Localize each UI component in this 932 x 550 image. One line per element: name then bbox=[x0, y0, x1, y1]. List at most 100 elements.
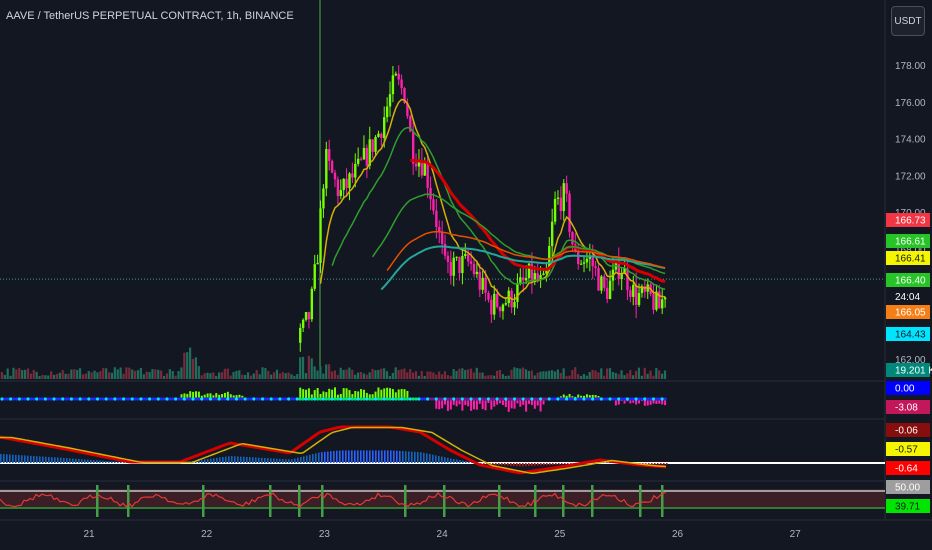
momentum-dot bbox=[9, 397, 13, 401]
momentum-dot bbox=[443, 397, 447, 401]
volume-bar bbox=[472, 372, 475, 379]
candle-body bbox=[600, 276, 603, 291]
momentum-bar bbox=[643, 399, 646, 406]
momentum-dot bbox=[373, 397, 378, 401]
momentum-bar bbox=[501, 399, 504, 406]
momentum-bar bbox=[499, 399, 502, 404]
momentum-dot bbox=[148, 397, 152, 401]
candle-body bbox=[565, 183, 568, 194]
momentum-dot bbox=[455, 397, 459, 401]
momentum-dot bbox=[388, 397, 392, 401]
momentum-dot bbox=[78, 397, 82, 401]
momentum-bar bbox=[565, 395, 568, 399]
volume-bar bbox=[67, 373, 70, 379]
macd-hist-bar bbox=[660, 463, 662, 465]
volume-bar bbox=[330, 371, 334, 379]
volume-bar bbox=[148, 372, 151, 379]
macd-hist-bar bbox=[231, 456, 233, 463]
macd-hist-bar bbox=[315, 453, 317, 463]
candle-body bbox=[417, 161, 421, 167]
macd-hist-bar bbox=[198, 460, 200, 463]
momentum-dot bbox=[466, 397, 470, 401]
volume-bar bbox=[574, 367, 577, 379]
momentum-bar bbox=[528, 399, 531, 404]
candle-body bbox=[658, 291, 661, 309]
macd-hist-bar bbox=[210, 458, 212, 463]
momentum-bar bbox=[212, 395, 215, 399]
rsi-badge-bg bbox=[886, 499, 930, 513]
macd-hist-bar bbox=[570, 463, 572, 464]
momentum-bar bbox=[580, 395, 583, 399]
candle-body bbox=[423, 162, 426, 176]
candle-body bbox=[591, 255, 594, 267]
candle-body bbox=[577, 251, 580, 265]
price-badge-bg bbox=[886, 251, 930, 265]
momentum-dot bbox=[252, 397, 256, 401]
volume-bar bbox=[420, 370, 423, 379]
volume-bar bbox=[21, 369, 24, 379]
macd-hist-bar bbox=[111, 461, 113, 463]
candle-body bbox=[481, 277, 484, 290]
candle-body bbox=[336, 179, 340, 197]
volume-bar bbox=[6, 368, 9, 379]
momentum-dot bbox=[153, 397, 158, 401]
momentum-dot bbox=[483, 397, 488, 401]
price-badge: 164.43 bbox=[895, 330, 926, 341]
momentum-dot bbox=[304, 397, 308, 401]
macd-hist-bar bbox=[354, 450, 356, 463]
momentum-bar bbox=[365, 392, 368, 399]
volume-bar bbox=[348, 367, 351, 379]
momentum-bar bbox=[449, 399, 452, 410]
volume-bar bbox=[542, 371, 545, 379]
volume-bar bbox=[646, 373, 649, 379]
momentum-bar bbox=[591, 394, 594, 399]
momentum-dot bbox=[327, 397, 331, 401]
volume-bar bbox=[658, 370, 661, 379]
volume-bar bbox=[35, 371, 38, 379]
volume-bar bbox=[640, 375, 643, 379]
momentum-dot bbox=[573, 397, 577, 401]
macd-hist-bar bbox=[24, 455, 26, 463]
momentum-dot bbox=[162, 397, 166, 401]
volume-bar bbox=[197, 366, 200, 379]
momentum-bar bbox=[377, 387, 380, 399]
momentum-dot bbox=[316, 397, 320, 401]
macd-hist-bar bbox=[345, 450, 347, 463]
momentum-dot bbox=[330, 397, 334, 401]
candle-body bbox=[539, 275, 542, 281]
momentum-bar bbox=[568, 394, 571, 399]
rsi-signal-bar bbox=[321, 485, 324, 517]
macd-hist-bar bbox=[369, 450, 371, 463]
macd-hist-bar bbox=[549, 463, 551, 465]
candle-body bbox=[519, 277, 522, 284]
momentum-bar bbox=[406, 390, 409, 399]
momentum-bar bbox=[339, 393, 342, 399]
candle-body bbox=[493, 293, 496, 315]
momentum-dot bbox=[229, 397, 233, 401]
macd-hist-bar bbox=[213, 458, 215, 463]
momentum-dot bbox=[124, 397, 129, 401]
volume-bar bbox=[449, 375, 452, 379]
momentum-dot bbox=[599, 397, 604, 401]
candle-body bbox=[362, 147, 366, 160]
momentum-dot bbox=[113, 397, 117, 401]
volume-bar bbox=[446, 375, 449, 379]
candle-body bbox=[542, 273, 545, 276]
macd-hist-bar bbox=[519, 463, 521, 467]
momentum-dot bbox=[171, 397, 175, 401]
macd-hist-bar bbox=[564, 463, 566, 465]
momentum-dot bbox=[55, 397, 59, 401]
momentum-dot bbox=[46, 397, 50, 401]
momentum-bar bbox=[307, 388, 310, 399]
macd-hist-bar bbox=[108, 461, 110, 463]
candle-body bbox=[559, 197, 563, 212]
momentum-dot bbox=[266, 397, 270, 401]
momentum-bar bbox=[533, 399, 536, 409]
volume-bar bbox=[553, 371, 557, 379]
currency-button[interactable]: USDT bbox=[891, 6, 925, 36]
volume-bar bbox=[296, 374, 299, 379]
volume-bar bbox=[226, 368, 229, 379]
candle-body bbox=[469, 261, 473, 264]
macd-hist-bar bbox=[411, 451, 413, 463]
